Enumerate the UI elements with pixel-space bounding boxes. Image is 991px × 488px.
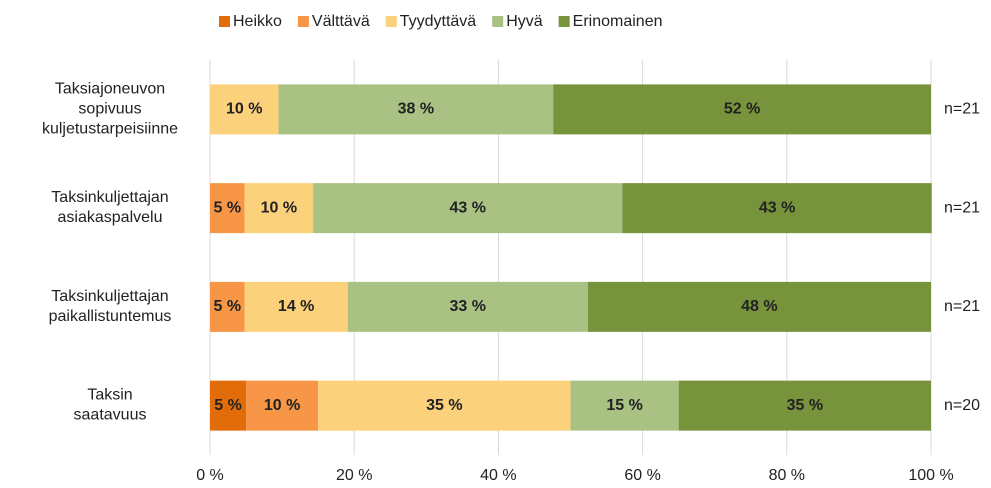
n-label: n=21 xyxy=(944,199,980,216)
data-label: 43 % xyxy=(450,199,486,216)
x-tick-label: 80 % xyxy=(769,467,805,484)
data-label: 10 % xyxy=(226,101,262,118)
legend-swatch xyxy=(558,16,570,27)
y-tick-label: Taksinkuljettajan paikallistuntemus xyxy=(49,288,172,325)
bar-segment xyxy=(570,380,679,431)
data-label: 48 % xyxy=(741,298,777,315)
x-tick-label: 60 % xyxy=(624,467,660,484)
legend-label: Välttävä xyxy=(312,13,370,30)
bar-segment xyxy=(210,380,247,431)
legend-swatch xyxy=(297,16,309,27)
bar-segment xyxy=(244,281,348,332)
legend-swatch xyxy=(219,16,230,27)
legend-label: Tyydyttävä xyxy=(400,13,477,30)
data-label: 5 % xyxy=(214,298,242,315)
data-label: 52 % xyxy=(724,101,760,118)
bar-segment xyxy=(678,380,931,431)
bar-segment xyxy=(244,183,314,234)
data-label: 15 % xyxy=(606,397,642,414)
data-label: 10 % xyxy=(261,199,297,216)
x-tick-label: 40 % xyxy=(480,467,516,484)
bar-segment xyxy=(210,281,245,332)
bar-segment xyxy=(553,84,931,135)
bar-segment xyxy=(318,380,571,431)
bar-segment xyxy=(347,281,588,332)
bar-segment xyxy=(587,281,931,332)
data-label: 5 % xyxy=(214,199,242,216)
data-label: 33 % xyxy=(450,298,486,315)
bar-segment xyxy=(210,84,279,135)
legend-label: Erinomainen xyxy=(573,13,663,30)
n-label: n=20 xyxy=(944,397,980,414)
legend: Heikko Välttävä Tyydyttävä Hyvä Erinomainen xyxy=(219,13,662,30)
bar-segment xyxy=(210,183,245,234)
n-label: n=21 xyxy=(944,101,980,118)
y-tick-label: Taksin saatavuus xyxy=(74,387,147,424)
data-label: 43 % xyxy=(759,199,795,216)
x-tick-label: 20 % xyxy=(336,467,372,484)
bar-segment xyxy=(246,380,319,431)
data-label: 38 % xyxy=(398,101,434,118)
x-tick-label: 0 % xyxy=(196,467,224,484)
y-tick-label: Taksinkuljettajan asiakaspalvelu xyxy=(51,189,168,226)
data-label: 10 % xyxy=(264,397,300,414)
legend-swatch xyxy=(385,16,397,27)
data-label: 14 % xyxy=(278,298,314,315)
bar-segment xyxy=(278,84,554,135)
data-label: 35 % xyxy=(426,397,462,414)
y-tick-label: Taksiajoneuvon sopivuus kuljetustarpeisiin… xyxy=(42,81,178,138)
bar-segment xyxy=(622,183,932,234)
legend-label: Heikko xyxy=(233,13,282,30)
x-tick-label: 100 % xyxy=(908,467,953,484)
bar-segment xyxy=(313,183,623,234)
data-label: 35 % xyxy=(787,397,823,414)
n-label: n=21 xyxy=(944,298,980,315)
legend-swatch xyxy=(492,16,504,27)
data-label: 5 % xyxy=(214,397,242,414)
legend-label: Hyvä xyxy=(506,13,543,30)
